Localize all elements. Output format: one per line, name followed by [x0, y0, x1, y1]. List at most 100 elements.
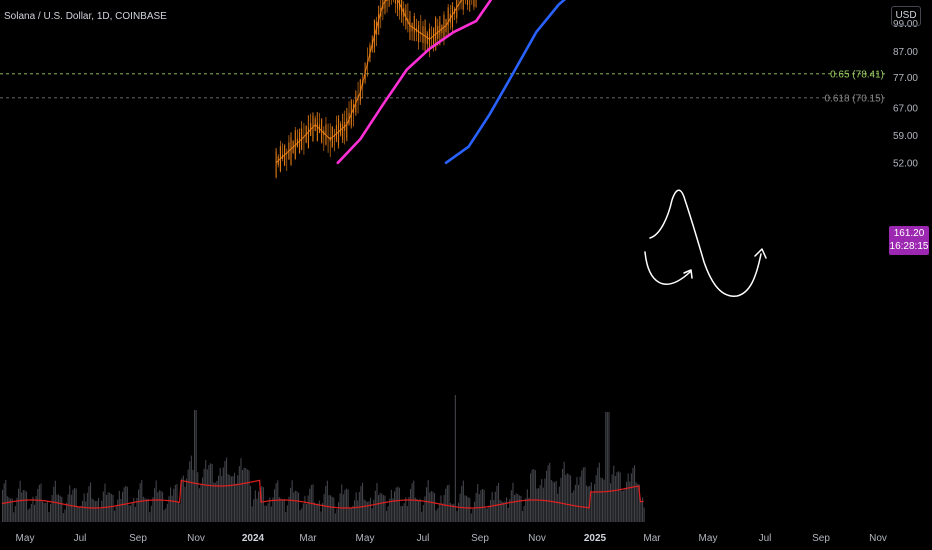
volume-bar [254, 490, 256, 522]
fib-levels: 0.886 (178.31)0.786 (125.89)0.65 (78.41)… [0, 69, 888, 104]
candle-body [458, 4, 460, 6]
volume-bar [398, 487, 400, 522]
volume-bar [210, 463, 212, 522]
candle-body [403, 8, 405, 17]
volume-bar [54, 480, 56, 522]
volume-bar [298, 492, 300, 522]
volume-bar [248, 470, 250, 522]
volume-bar [69, 485, 71, 522]
volume-bar [381, 493, 383, 522]
volume-bar [235, 483, 237, 522]
volume-bar [629, 481, 631, 522]
volume-bar [45, 503, 47, 522]
candle-body [290, 132, 292, 166]
volume-bar [523, 505, 525, 522]
volume-bar [566, 473, 568, 522]
volume-bar [206, 469, 208, 522]
price-series [275, 0, 477, 179]
volume-bar [520, 495, 522, 522]
volume-bar [186, 478, 188, 522]
volume-bar [344, 489, 346, 522]
volume-bar [622, 490, 624, 522]
volume-bar [40, 483, 42, 522]
volume-bar [2, 489, 4, 522]
candle-body [362, 80, 364, 85]
candle-body [435, 17, 437, 51]
volume-bar [187, 469, 189, 522]
candle-body [405, 4, 407, 30]
volume-bar [240, 458, 242, 522]
volume-bar [608, 412, 610, 522]
volume-bar [547, 465, 549, 522]
volume-bar [461, 485, 463, 522]
volume-bar [576, 476, 578, 522]
volume-bar [371, 508, 373, 522]
volume-bar [158, 490, 160, 522]
volume-bar [130, 505, 132, 522]
volume-bar [304, 495, 306, 522]
volume-bar [8, 497, 10, 522]
volume-bar [446, 485, 448, 522]
volume-bar [176, 483, 178, 522]
volume-bar [157, 492, 159, 522]
volume-bar [499, 499, 501, 522]
candle-body [415, 27, 418, 33]
volume-bar [363, 499, 365, 522]
candle-body [443, 14, 445, 40]
volume-bar [504, 501, 506, 522]
volume-bar [613, 465, 615, 522]
candle-body [437, 25, 439, 39]
time-tick-label: Jul [417, 533, 430, 544]
volume-bar [594, 484, 596, 522]
volume-bar [624, 487, 626, 522]
volume-bar [600, 477, 602, 522]
candle-body [342, 113, 344, 143]
volume-bar [406, 506, 408, 522]
volume-bar [414, 497, 416, 522]
volume-bar [517, 493, 519, 522]
volume-bar [62, 513, 64, 522]
volume-bar [442, 503, 444, 522]
time-tick-label: Mar [643, 533, 661, 544]
volume-bar [270, 506, 272, 522]
projection-arrowhead-alt [683, 269, 693, 279]
volume-bar [37, 489, 39, 522]
volume-bar [533, 469, 535, 522]
volume-bar [118, 490, 120, 522]
candle-body [441, 24, 443, 34]
ma-slow-line [444, 0, 567, 165]
volume-bar [77, 506, 79, 522]
volume-bar [555, 481, 557, 522]
volume-bar [282, 499, 284, 522]
volume-bar [139, 483, 141, 522]
volume-bar [413, 480, 415, 522]
volume-bar [285, 512, 287, 522]
volume-bar [368, 501, 370, 522]
volume-bar [531, 469, 533, 522]
volume-bar [405, 497, 407, 522]
candle-body [439, 15, 441, 46]
volume-bar [346, 488, 348, 522]
volume-bar [387, 506, 389, 522]
candle-body [294, 130, 296, 160]
volume-bar [238, 466, 240, 522]
volume-bar [578, 484, 580, 522]
candle-body [355, 90, 357, 116]
projection-drawing [644, 189, 767, 297]
candle-body [286, 152, 288, 154]
volume-bar [392, 498, 394, 522]
volume-bar [410, 488, 412, 522]
candle-body [329, 136, 331, 142]
volume-bar [539, 485, 541, 522]
volume-bar [30, 503, 32, 522]
volume-bar [128, 505, 130, 522]
candle-body [428, 28, 431, 50]
candle-body [298, 128, 301, 154]
candle-body [384, 0, 386, 15]
volume-bars [1, 395, 645, 522]
volume-bar [307, 495, 309, 522]
volume-bar [13, 512, 15, 522]
currency-button[interactable]: USD [891, 6, 921, 26]
